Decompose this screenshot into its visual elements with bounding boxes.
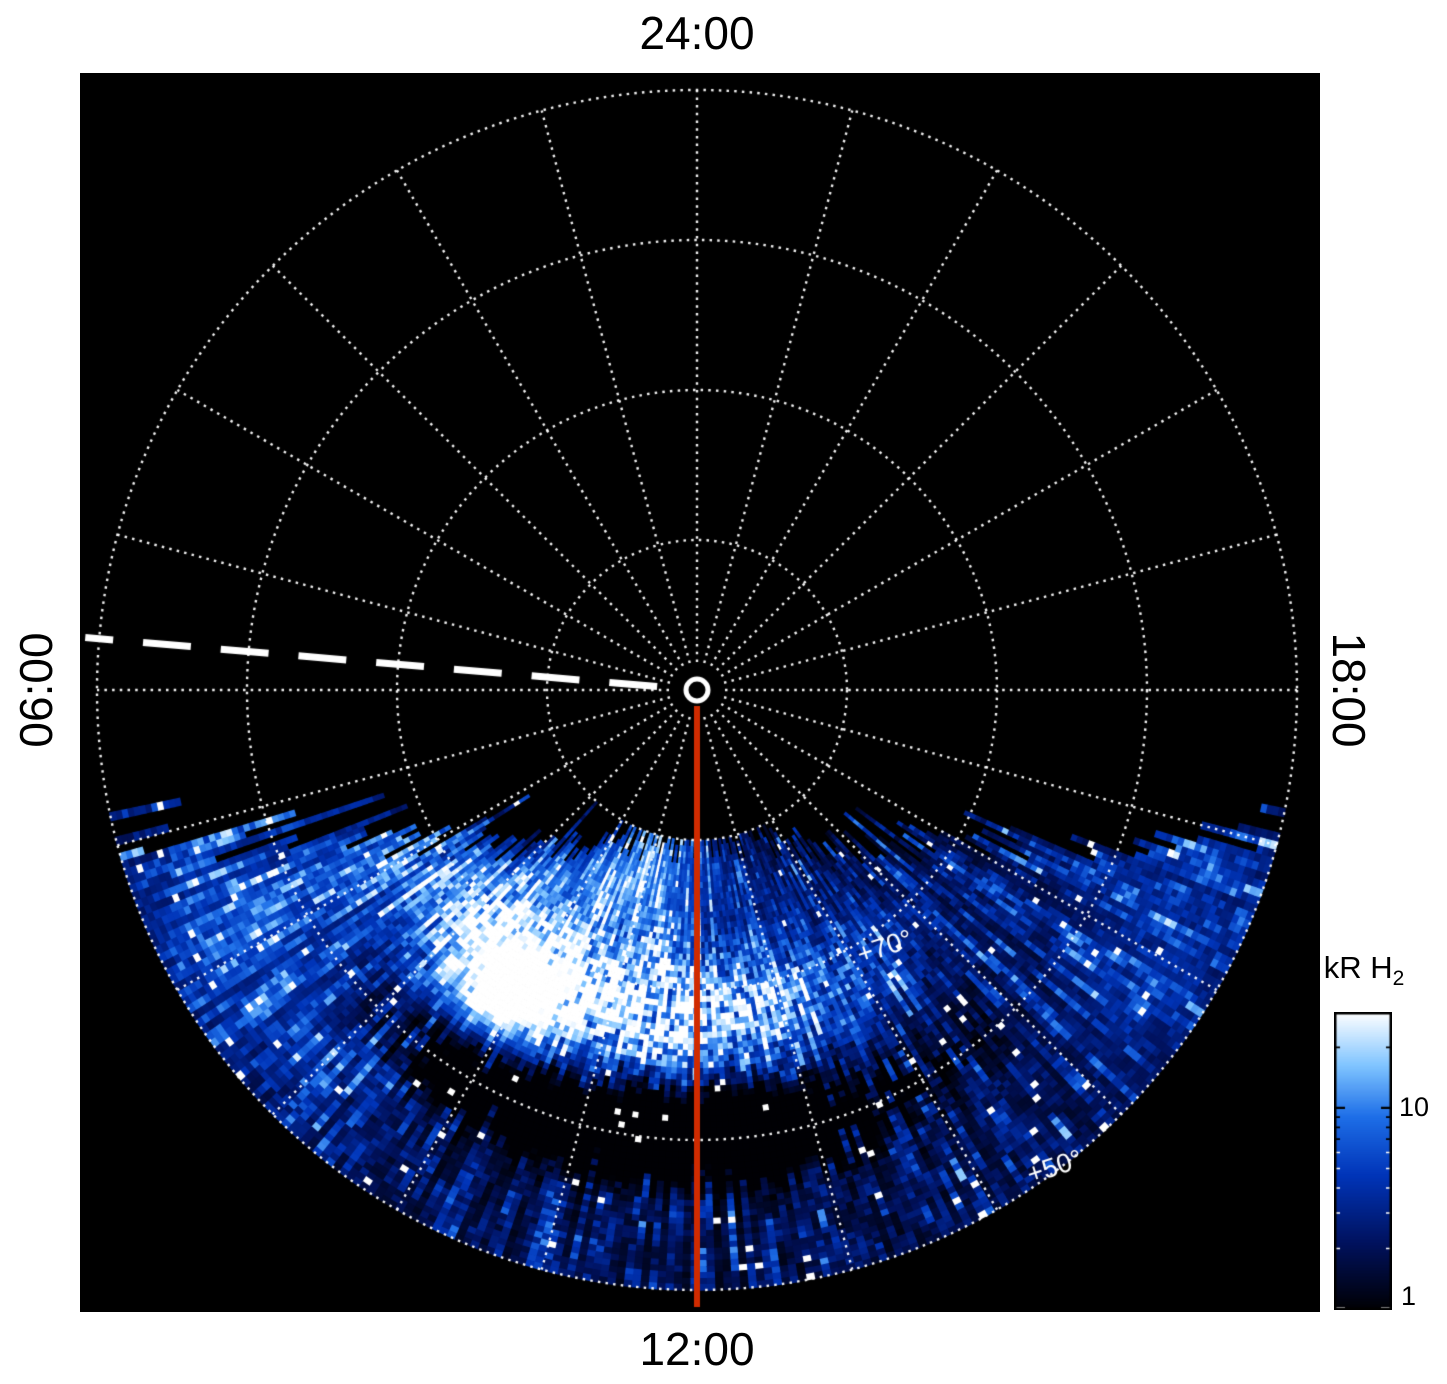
colorbar-label-subscript: 2 bbox=[1392, 967, 1405, 991]
time-label-2400: 24:00 bbox=[639, 7, 755, 59]
polar-aurora-plot-canvas bbox=[80, 73, 1320, 1312]
time-label-1200: 12:00 bbox=[639, 1323, 755, 1375]
colorbar-label: kR H2 bbox=[1316, 950, 1412, 991]
colorbar-tick-10: 10 bbox=[1399, 1092, 1430, 1122]
colorbar-canvas bbox=[1334, 1012, 1392, 1310]
colorbar-tick-1: 1 bbox=[1401, 1281, 1417, 1311]
time-label-0600: 06:00 bbox=[10, 632, 62, 748]
colorbar-label-text: kR H bbox=[1323, 950, 1393, 985]
time-label-1800: 18:00 bbox=[1323, 632, 1375, 748]
